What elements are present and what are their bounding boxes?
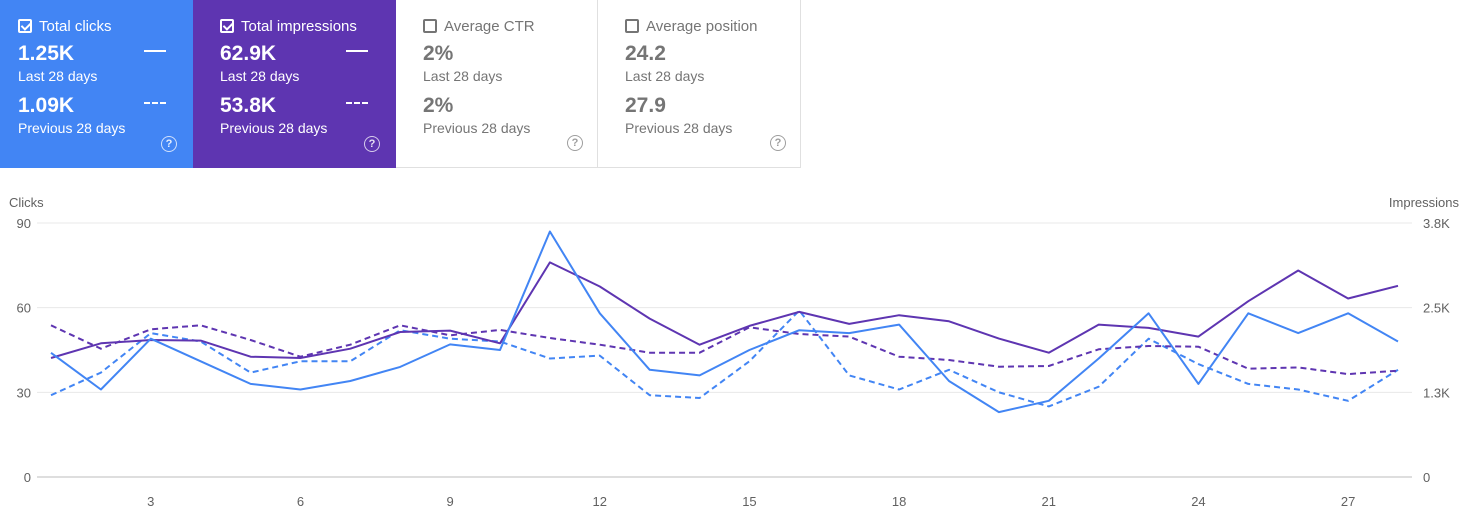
total-impressions-previous-value: 53.8K <box>220 94 277 117</box>
left-tick-label: 60 <box>17 301 31 316</box>
right-tick-label: 1.3K <box>1423 385 1450 400</box>
total-clicks-previous-period: Previous 28 days <box>18 120 126 136</box>
series-line-impressions_current <box>50 261 1399 359</box>
left-tick-label: 0 <box>24 470 31 485</box>
solid-line-legend-icon <box>144 50 166 52</box>
average-ctr-previous-period: Previous 28 days <box>423 120 531 136</box>
average-ctr-label: Average CTR <box>444 17 535 35</box>
average-position-label: Average position <box>646 17 758 35</box>
average-position-card[interactable]: Average position 24.2 Last 28 days 27.9 … <box>598 0 801 168</box>
average-position-current-value: 24.2 <box>625 42 666 65</box>
x-tick-label: 6 <box>297 494 304 509</box>
series-line-clicks_current <box>50 230 1399 414</box>
average-ctr-checkbox[interactable] <box>423 19 437 33</box>
total-impressions-current-period: Last 28 days <box>220 68 300 84</box>
dashed-line-legend-icon <box>144 102 166 104</box>
x-tick-label: 18 <box>892 494 906 509</box>
right-tick-label: 3.8K <box>1423 216 1450 231</box>
x-tick-label: 24 <box>1191 494 1205 509</box>
help-icon[interactable]: ? <box>161 136 177 152</box>
right-axis-title: Impressions <box>1389 195 1460 210</box>
total-clicks-checkbox[interactable] <box>18 19 32 33</box>
average-ctr-header[interactable]: Average CTR <box>423 16 597 36</box>
total-clicks-card[interactable]: Total clicks 1.25K Last 28 days 1.09K Pr… <box>0 0 193 168</box>
solid-line-legend-icon <box>346 50 368 52</box>
average-ctr-card[interactable]: Average CTR 2% Last 28 days 2% Previous … <box>396 0 598 168</box>
x-tick-label: 15 <box>742 494 756 509</box>
total-impressions-current-value: 62.9K <box>220 42 277 65</box>
average-position-previous-value: 27.9 <box>625 94 666 117</box>
left-axis-title: Clicks <box>9 195 44 210</box>
average-ctr-current-period: Last 28 days <box>423 68 503 84</box>
dashed-line-legend-icon <box>346 102 368 104</box>
total-clicks-current-period: Last 28 days <box>18 68 98 84</box>
total-impressions-previous-period: Previous 28 days <box>220 120 328 136</box>
total-impressions-card[interactable]: Total impressions 62.9K Last 28 days 53.… <box>193 0 396 168</box>
x-tick-label: 3 <box>147 494 154 509</box>
average-position-checkbox[interactable] <box>625 19 639 33</box>
help-icon[interactable]: ? <box>567 135 583 151</box>
total-impressions-checkbox[interactable] <box>220 19 234 33</box>
x-tick-label: 12 <box>593 494 607 509</box>
x-tick-label: 21 <box>1042 494 1056 509</box>
series-line-clicks_previous <box>50 309 1399 408</box>
average-position-current-period: Last 28 days <box>625 68 705 84</box>
total-clicks-current-value: 1.25K <box>18 42 75 65</box>
x-tick-label: 27 <box>1341 494 1355 509</box>
average-position-previous-period: Previous 28 days <box>625 120 733 136</box>
x-tick-label: 9 <box>446 494 453 509</box>
left-tick-label: 30 <box>17 385 31 400</box>
help-icon[interactable]: ? <box>364 136 380 152</box>
left-tick-label: 90 <box>17 216 31 231</box>
metric-cards: Total clicks 1.25K Last 28 days 1.09K Pr… <box>0 0 801 168</box>
series-line-impressions_previous <box>50 324 1399 376</box>
total-clicks-label: Total clicks <box>39 17 112 35</box>
total-clicks-previous-value: 1.09K <box>18 94 75 117</box>
total-impressions-header[interactable]: Total impressions <box>220 16 396 36</box>
right-tick-label: 0 <box>1423 470 1430 485</box>
performance-chart[interactable]: Clicks Impressions 0 0 30 1.3K 60 2.5K 90 3.8K 3 6 9… <box>0 190 1471 525</box>
total-impressions-label: Total impressions <box>241 17 357 35</box>
total-clicks-header[interactable]: Total clicks <box>18 16 193 36</box>
average-ctr-current-value: 2% <box>423 42 454 65</box>
right-tick-label: 2.5K <box>1423 301 1450 316</box>
help-icon[interactable]: ? <box>770 135 786 151</box>
average-position-header[interactable]: Average position <box>625 16 800 36</box>
average-ctr-previous-value: 2% <box>423 94 454 117</box>
